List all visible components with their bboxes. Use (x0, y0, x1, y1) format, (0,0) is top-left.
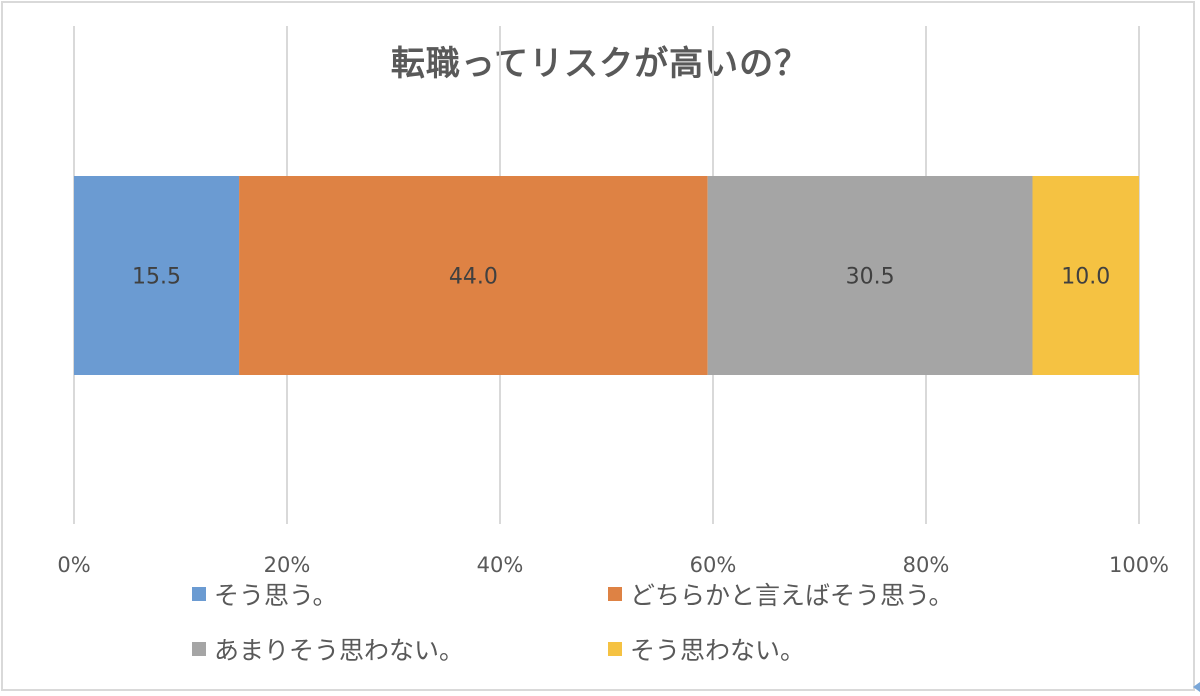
x-axis-tick-labels: 0% 20% 40% 60% 80% 100% (57, 553, 1169, 577)
data-label-2: 30.5 (846, 265, 895, 290)
bar-segment-1 (239, 176, 708, 375)
x-tick-label-4: 80% (903, 553, 950, 577)
bar-segment-3 (1032, 176, 1139, 375)
x-tick-label-1: 20% (264, 553, 311, 577)
resize-handle-icon (1193, 682, 1200, 692)
stacked-bar: 15.5 44.0 30.5 10.0 (74, 176, 1139, 375)
x-tick-label-3: 60% (690, 553, 737, 577)
x-tick-label-2: 40% (477, 553, 524, 577)
x-tick-label-0: 0% (57, 553, 90, 577)
data-label-3: 10.0 (1061, 265, 1110, 290)
data-label-1: 44.0 (449, 265, 498, 290)
bar-segment-2 (707, 176, 1033, 375)
chart-title: 転職ってリスクが高いの？ (390, 44, 810, 84)
data-label-0: 15.5 (132, 265, 181, 290)
x-tick-label-5: 100% (1109, 553, 1169, 577)
bar-segment-0 (74, 176, 240, 375)
